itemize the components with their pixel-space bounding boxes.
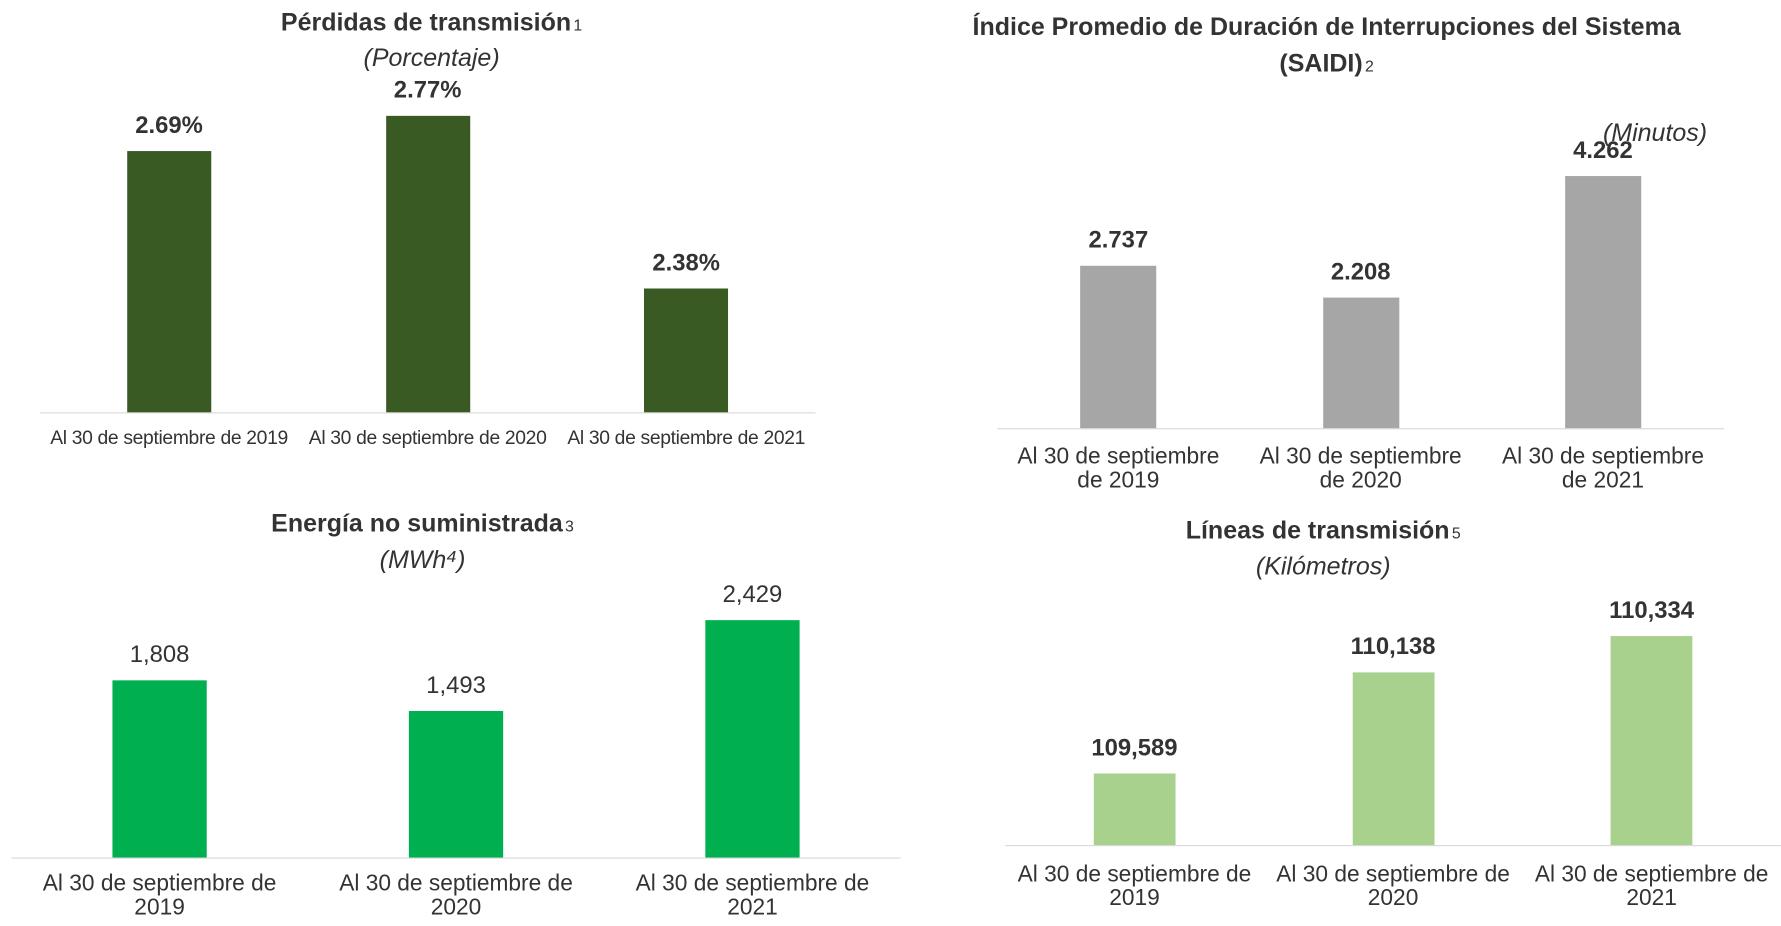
- title-text: Pérdidas de transmisión: [280, 7, 572, 37]
- x-tick-label: Al 30 de septiembre de 2020: [1276, 862, 1510, 911]
- chart-title: Líneas de transmisión 5: [1039, 512, 1607, 551]
- bar: [1352, 672, 1434, 846]
- x-tick-label: Al 30 de septiembre de 2019: [50, 427, 288, 449]
- chart-subtitle: (Minutos): [1602, 118, 1708, 147]
- bar: [1322, 297, 1399, 429]
- value-label: 2.737: [1088, 227, 1149, 254]
- x-tick-label: Al 30 de septiembre de 2019: [42, 871, 277, 920]
- value-label: 2.38%: [652, 249, 721, 276]
- value-label: 1,493: [426, 672, 486, 699]
- value-label: 110,334: [1609, 597, 1695, 624]
- value-label: 1,808: [129, 641, 190, 668]
- title-note: 5: [1451, 523, 1461, 542]
- value-label: 2.77%: [393, 76, 462, 104]
- bar: [705, 619, 800, 858]
- title-text: Líneas de transmisión: [1185, 515, 1450, 545]
- x-axis: [39, 412, 816, 414]
- bar: [1564, 176, 1642, 429]
- title-note: 2: [1364, 56, 1374, 75]
- value-label: 4.262: [1573, 137, 1633, 164]
- x-tick-label: Al 30 de septiembre de 2020: [308, 427, 547, 449]
- title-text: Índice Promedio de Duración de Interrupc…: [972, 12, 1681, 78]
- x-tick-label: Al 30 de septiembre de 2021: [567, 427, 806, 449]
- bar: [408, 711, 504, 858]
- title-note: 1: [573, 15, 583, 35]
- x-tick-label: Al 30 de septiembre de 2021: [1501, 444, 1705, 493]
- x-tick-label: Al 30 de septiembre de 2019: [1017, 862, 1252, 911]
- value-label: 2.208: [1330, 258, 1391, 286]
- chart-title: Pérdidas de transmisión 1: [148, 5, 716, 44]
- x-axis: [11, 857, 901, 859]
- x-axis: [1005, 845, 1781, 847]
- chart-title: Índice Promedio de Duración de Interrupc…: [952, 9, 1702, 84]
- x-tick-label: Al 30 de septiembre de 2021: [1534, 862, 1769, 911]
- value-label: 2,429: [722, 581, 783, 608]
- chart-title: Energía no suministrada 3: [139, 505, 707, 544]
- bar: [1093, 773, 1176, 846]
- title-note: 3: [565, 516, 574, 535]
- chart-subtitle: (Porcentaje): [363, 43, 500, 72]
- bar: [1610, 635, 1693, 846]
- value-label: 109,589: [1091, 734, 1178, 761]
- chart-subtitle: (MWh⁴): [379, 545, 466, 574]
- value-label: 2.69%: [135, 112, 203, 139]
- x-tick-label: Al 30 de septiembre de 2019: [1017, 444, 1220, 493]
- chart-subtitle: (Kilómetros): [1255, 551, 1391, 581]
- bar: [385, 115, 470, 413]
- bar: [127, 150, 212, 413]
- x-tick-label: Al 30 de septiembre de 2020: [339, 871, 573, 920]
- x-tick-label: Al 30 de septiembre de 2021: [635, 871, 870, 920]
- x-tick-label: Al 30 de septiembre de 2020: [1259, 444, 1462, 493]
- bar: [1080, 266, 1157, 429]
- x-axis: [997, 428, 1725, 430]
- bar: [112, 680, 207, 858]
- bar: [644, 288, 729, 413]
- title-text: Energía no suministrada: [271, 508, 563, 538]
- value-label: 110,138: [1350, 633, 1436, 660]
